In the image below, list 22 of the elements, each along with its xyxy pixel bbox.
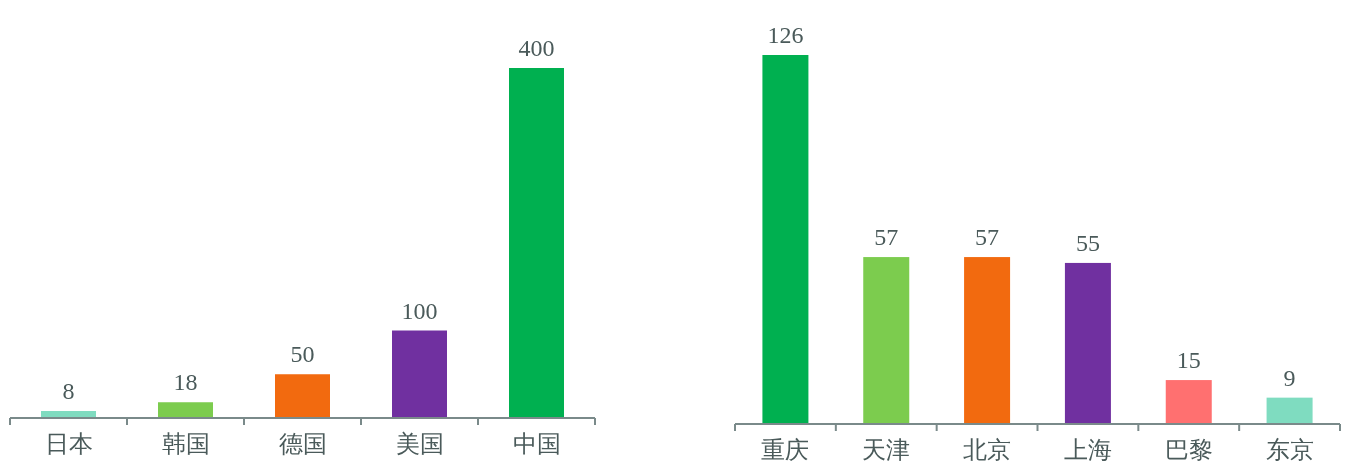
data-label: 400 [518,35,555,61]
data-label: 15 [1176,347,1201,374]
data-label: 55 [1075,229,1100,256]
x-tick-label: 巴黎 [1164,437,1213,463]
x-tick-label: 韩国 [161,431,210,457]
x-tick-label: 美国 [395,431,444,457]
data-label: 100 [401,297,438,324]
x-tick-label: 日本 [44,431,93,457]
x-tick-label: 德国 [278,431,327,457]
data-label: 18 [173,369,198,396]
data-label: 57 [975,224,1000,251]
data-label: 57 [874,224,899,251]
x-tick-label: 重庆 [761,437,810,463]
x-tick-label: 北京 [963,437,1012,463]
x-tick-label: 天津 [862,437,911,463]
x-tick-label: 中国 [512,431,561,457]
x-tick-label: 上海 [1063,437,1112,463]
data-label: 50 [290,341,315,368]
x-tick-label: 东京 [1265,437,1314,463]
data-label: 126 [767,22,804,48]
data-label: 8 [62,378,75,404]
data-label: 9 [1283,364,1296,391]
